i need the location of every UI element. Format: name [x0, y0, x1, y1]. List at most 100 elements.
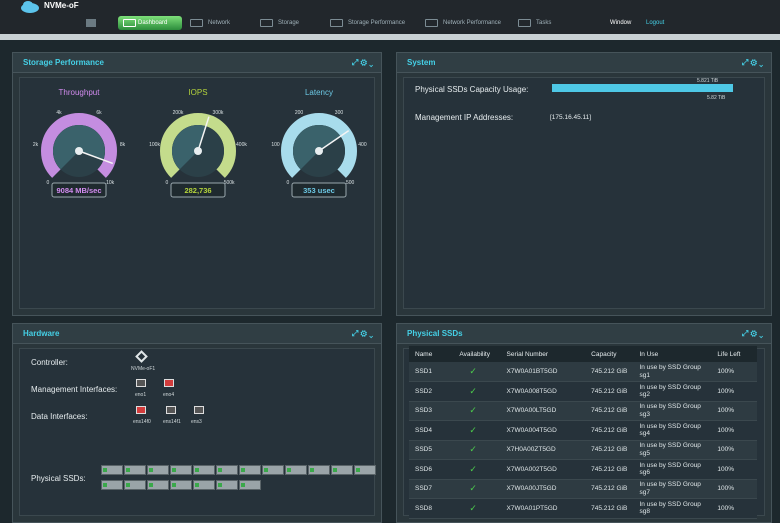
nav-item[interactable]: Storage Performance [330, 16, 405, 30]
gauge-value-box [51, 182, 107, 198]
nav-icon [260, 19, 273, 27]
panel-title: Physical SSDs ⤢ ⚙ ⌄ [397, 324, 771, 344]
cell: In use by SSD Group sg6 [639, 461, 701, 477]
cell: 745.212 GiB [591, 446, 628, 454]
ssd-led [149, 483, 153, 487]
cell: 745.212 GiB [591, 407, 628, 415]
column-header[interactable]: Capacity [591, 350, 617, 358]
mgmt-icon [136, 379, 146, 387]
cell: 745.212 GiB [591, 504, 628, 512]
gauge-arc [41, 113, 117, 178]
gauge-tick-label: 100k [149, 142, 160, 148]
gauge-tick-label: 200k [173, 110, 184, 116]
capacity-bar [552, 84, 733, 92]
ssd-table: Name Availability Serial Number Capacity In … [409, 346, 757, 519]
ssd-slot [124, 480, 146, 490]
mgmt-icon [164, 379, 174, 387]
panel-controls[interactable]: ⤢ ⚙ ⌄ [351, 58, 373, 67]
app-name: NVMe-oF [44, 1, 79, 10]
gauge-tick-label: 6k [96, 110, 102, 116]
ssd-slot [147, 480, 169, 490]
title: Hardware [23, 329, 60, 338]
column-header[interactable]: Availability [459, 350, 490, 358]
cell: X7W0A01PT5GD [506, 504, 558, 512]
availability-check: ✓ [469, 424, 477, 435]
availability-check: ✓ [469, 405, 477, 416]
gauge-tick-label: 500k [224, 180, 235, 186]
ssd-slot [193, 465, 215, 475]
column-header[interactable]: In Use [639, 350, 659, 358]
ssd-led [172, 483, 176, 487]
data-name: ens14f0 [133, 419, 151, 425]
system-panel: System ⤢ ⚙ ⌄ Physical SSDs Capacity Usage… [396, 52, 772, 316]
nav-item[interactable]: Network Performance [425, 16, 501, 30]
nav-window[interactable]: Window [610, 20, 632, 26]
ssd-slot [354, 465, 376, 475]
gauge-tick-label: 300k [213, 110, 224, 116]
cell: In use by SSD Group sg1 [639, 364, 701, 379]
table-row: SSD8 ✓ X7W0A01PT5GD 745.212 GiB In use by SS… [409, 498, 757, 518]
gauge-title: Throughput [59, 88, 101, 97]
ssd-slot [170, 480, 192, 490]
ssd-led [218, 468, 222, 472]
cell: X7W0A008T5GD [506, 387, 557, 395]
availability-check: ✓ [469, 385, 477, 396]
ssd-slot [124, 465, 146, 475]
gauges: Throughput 0 2k 4k 6k 8k 10k 9084 MB/sec IOPS 0 10… [33, 88, 367, 198]
nav-icon [330, 19, 343, 27]
availability-check: ✓ [469, 463, 477, 474]
ssd-led [287, 468, 291, 472]
nav-icon [425, 19, 438, 27]
cell: SSD5 [415, 446, 432, 454]
ssd-slot [147, 465, 169, 475]
nav-label: Dashboard [138, 20, 168, 26]
availability-check: ✓ [469, 444, 477, 455]
nav-item[interactable]: Network [190, 16, 230, 30]
nav-label: Storage [278, 20, 300, 26]
panel-body [19, 348, 375, 516]
cell: In use by SSD Group sg8 [639, 500, 701, 516]
column-header[interactable]: Name [415, 350, 433, 358]
ssd-led [149, 468, 153, 472]
panel-controls[interactable]: ⤢ ⚙ ⌄ [351, 329, 373, 338]
gauge-tick-label: 0 [165, 180, 168, 186]
availability-check: ✓ [469, 483, 477, 494]
ssd-led [103, 468, 107, 472]
panel-controls[interactable]: ⤢ ⚙ ⌄ [741, 58, 763, 67]
column-header[interactable]: Serial Number [506, 350, 549, 358]
cell: 100% [717, 465, 734, 473]
nav-item[interactable]: Dashboard [118, 16, 182, 30]
ssd-led [195, 483, 199, 487]
cell: X7W0A004T5GD [506, 426, 557, 434]
cell: 100% [717, 387, 734, 395]
ssd-slot [193, 480, 215, 490]
panel-controls[interactable]: ⤢ ⚙ ⌄ [741, 329, 763, 338]
column-header[interactable]: Life Left [717, 350, 741, 358]
data-name: ens14f1 [163, 419, 181, 425]
cell: X7H0A00ZT5GD [506, 446, 556, 454]
nav-icon [123, 19, 136, 27]
data-icon [166, 406, 176, 414]
logo-icon [21, 1, 39, 13]
panel-title: Storage Performance ⤢ ⚙ ⌄ [13, 53, 381, 73]
gauge-hub [315, 147, 323, 155]
home-icon [86, 19, 96, 27]
cell: 100% [717, 485, 734, 493]
gauge-tick-label: 8k [120, 142, 126, 148]
cell: 100% [717, 407, 734, 415]
gauge-tick-label: 300 [335, 110, 344, 116]
gauge-needle [197, 116, 210, 152]
gauge-value: 282,736 [184, 186, 211, 195]
ssd-led [264, 468, 268, 472]
data-name: ens3 [191, 419, 202, 425]
nav-item[interactable]: Tasks [518, 16, 551, 30]
nav-logout[interactable]: Logout [646, 20, 665, 26]
cell: SSD1 [415, 368, 432, 375]
cell: In use by SSD Group sg5 [639, 442, 701, 457]
cell: SSD4 [415, 426, 432, 434]
ssd-led [218, 483, 222, 487]
table-row: SSD5 ✓ X7H0A00ZT5GD 745.212 GiB In use by SS… [409, 440, 757, 460]
nav-item[interactable]: Storage [260, 16, 299, 30]
gauge-fill [292, 124, 341, 170]
gauge-title: IOPS [188, 88, 207, 97]
